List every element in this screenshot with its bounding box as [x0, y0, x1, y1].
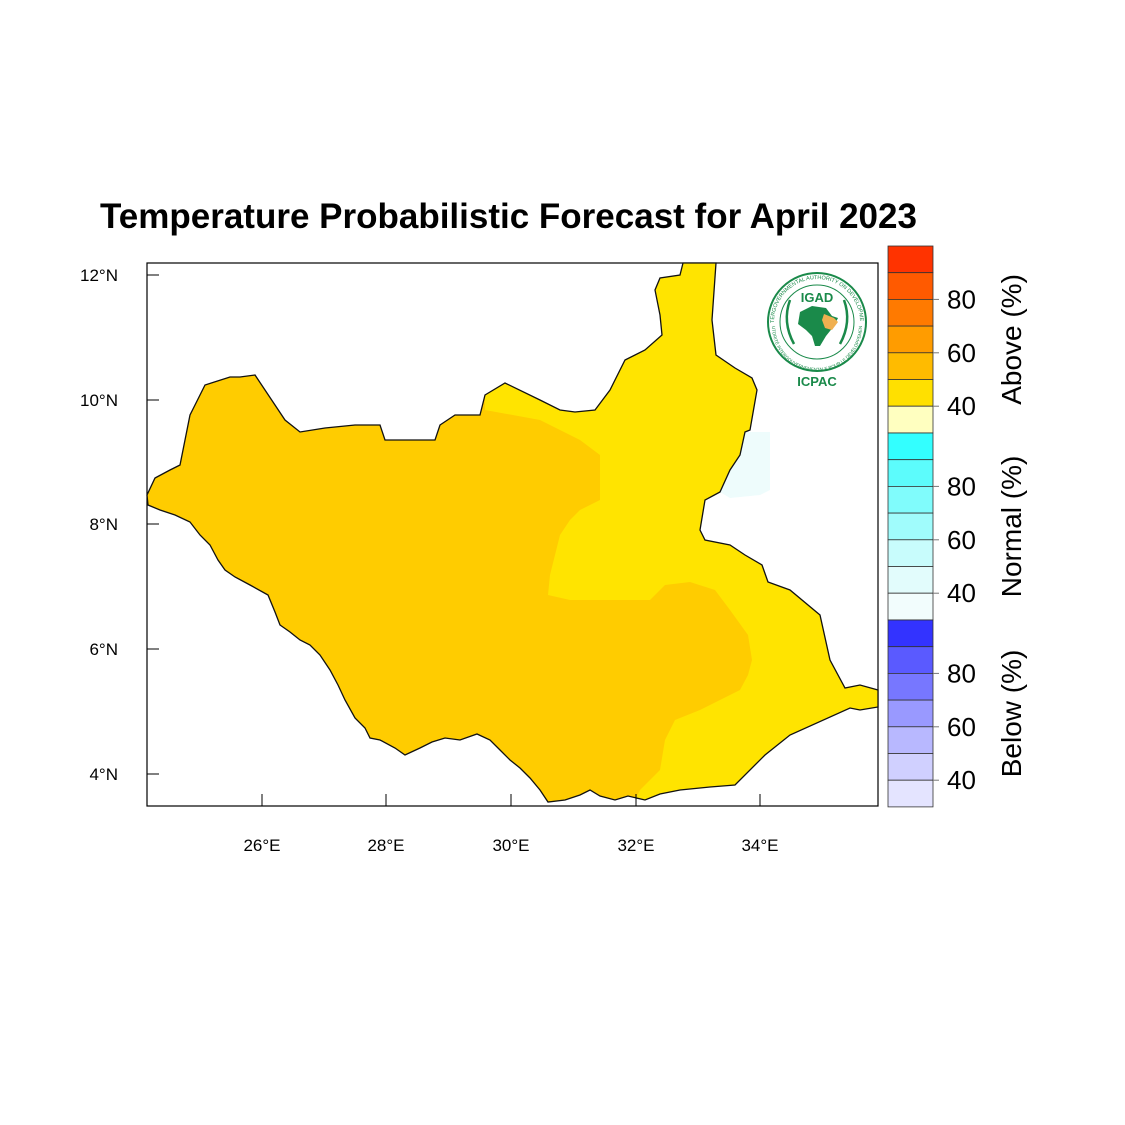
legend-tick-label: 80	[947, 471, 976, 501]
legend-swatch	[887, 298, 934, 327]
logo-subname: ICPAC	[797, 374, 837, 389]
lat-tick-label: 12°N	[80, 266, 118, 285]
legend-swatch	[887, 726, 934, 754]
lon-tick-label: 34°E	[741, 836, 778, 855]
legend-swatch	[887, 699, 934, 728]
horn-region-icon	[822, 314, 838, 330]
legend-group-label: Above (%)	[996, 274, 1027, 405]
lat-axis: 12°N 10°N 8°N 6°N 4°N	[80, 266, 159, 784]
normal-40-50-region	[720, 432, 770, 498]
lon-tick-label: 28°E	[367, 836, 404, 855]
legend-tick-label: 40	[947, 578, 976, 608]
legend-tick-label: 60	[947, 338, 976, 368]
legend-tick-label: 40	[947, 765, 976, 795]
legend-swatch	[887, 592, 934, 621]
legend-swatch	[887, 673, 934, 701]
legend-swatch	[887, 352, 934, 380]
legend-swatch	[887, 619, 934, 648]
lat-tick-label: 10°N	[80, 391, 118, 410]
legend-tick-label: 40	[947, 391, 976, 421]
logo-name: IGAD	[801, 290, 834, 305]
laurel-right-icon	[838, 299, 849, 345]
legend-swatch	[887, 539, 934, 567]
legend-swatch	[887, 512, 934, 541]
legend-group-label: Below (%)	[996, 650, 1027, 778]
legend-swatch	[887, 753, 934, 781]
legend-swatch	[887, 272, 934, 300]
legend-swatch	[887, 432, 934, 461]
lat-tick-label: 8°N	[89, 515, 118, 534]
legend-group-label: Normal (%)	[996, 456, 1027, 598]
legend-swatch	[887, 405, 934, 434]
legend-swatch	[887, 459, 934, 487]
legend-tick-label: 60	[947, 525, 976, 555]
legend-swatch	[887, 379, 934, 407]
legend-swatch	[887, 566, 934, 594]
legend-tick-label: 80	[947, 284, 976, 314]
legend-swatch	[887, 485, 934, 514]
legend-tick-label: 60	[947, 712, 976, 742]
legend-swatch	[887, 779, 934, 808]
legend-tick-label: 80	[947, 658, 976, 688]
lon-tick-label: 32°E	[617, 836, 654, 855]
lat-tick-label: 4°N	[89, 765, 118, 784]
legend: 80 60 40 Above (%) 80 60 40 Normal (%) 80 60 40 Bel…	[887, 245, 1027, 808]
lat-tick-label: 6°N	[89, 640, 118, 659]
logo-inner-ring	[779, 284, 855, 360]
legend-swatch	[887, 646, 934, 674]
legend-swatch	[887, 245, 934, 274]
lon-tick-label: 26°E	[243, 836, 280, 855]
map-title: Temperature Probabilistic Forecast for A…	[100, 197, 917, 236]
lon-axis: 26°E 28°E 30°E 32°E 34°E	[243, 794, 779, 855]
legend-swatch	[887, 325, 934, 354]
lon-tick-label: 30°E	[492, 836, 529, 855]
laurel-left-icon	[785, 299, 796, 345]
